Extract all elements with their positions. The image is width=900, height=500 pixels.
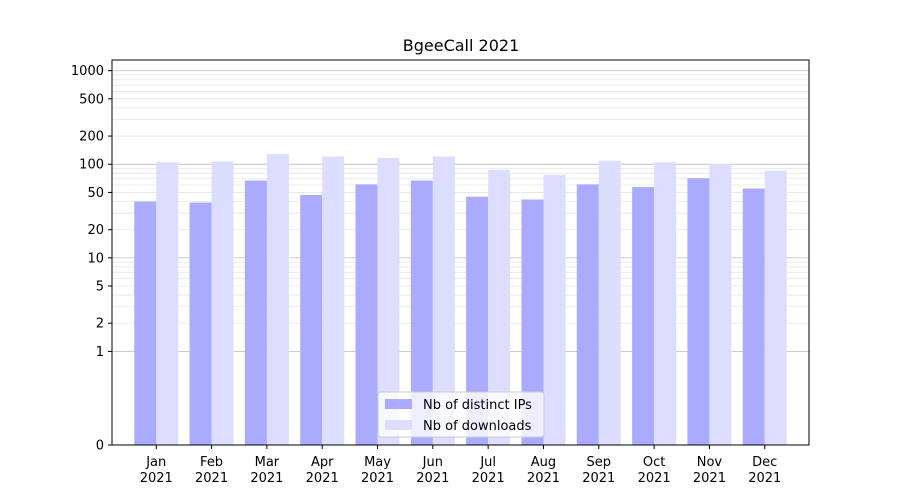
bar-distinct-ips	[521, 199, 544, 445]
x-tick-label: Nov	[697, 455, 723, 470]
bar-downloads	[211, 161, 234, 445]
x-tick-label: Feb	[200, 455, 223, 470]
y-tick-label: 500	[79, 92, 104, 107]
bar-downloads	[764, 170, 787, 446]
x-tick-year-label: 2021	[582, 471, 615, 486]
x-tick-year-label: 2021	[472, 471, 505, 486]
y-tick-label: 5	[96, 280, 104, 295]
x-tick-year-label: 2021	[638, 471, 671, 486]
x-tick-year-label: 2021	[140, 471, 173, 486]
legend-label: Nb of distinct IPs	[423, 398, 532, 413]
x-tick-year-label: 2021	[416, 471, 449, 486]
bar-downloads	[543, 174, 566, 445]
legend-box	[377, 391, 545, 438]
x-tick-label: Jan	[145, 455, 166, 470]
x-tick-label: Apr	[311, 455, 334, 470]
bar-downloads	[322, 156, 345, 446]
x-tick-label: Dec	[752, 455, 777, 470]
legend-swatch	[385, 420, 412, 430]
legend-label: Nb of downloads	[423, 419, 532, 434]
bar-distinct-ips	[244, 180, 267, 446]
x-tick-label: Oct	[643, 455, 665, 470]
bar-distinct-ips	[189, 202, 212, 445]
y-tick-label: 200	[79, 130, 104, 145]
x-tick-label: Jun	[422, 455, 443, 470]
x-tick-year-label: 2021	[527, 471, 560, 486]
x-tick-year-label: 2021	[361, 471, 394, 486]
y-tick-label: 0	[96, 439, 104, 454]
x-tick-year-label: 2021	[250, 471, 283, 486]
bar-distinct-ips	[355, 184, 378, 445]
y-tick-label: 100	[79, 158, 104, 173]
x-tick-year-label: 2021	[195, 471, 228, 486]
bar-distinct-ips	[742, 188, 765, 445]
bar-downloads	[598, 160, 621, 446]
bar-downloads	[709, 163, 732, 445]
bar-downloads	[377, 157, 400, 446]
x-tick-year-label: 2021	[306, 471, 339, 486]
x-axis: Jan2021Feb2021Mar2021Apr2021May2021Jun20…	[140, 445, 781, 486]
y-tick-label: 10	[87, 251, 104, 266]
x-tick-year-label: 2021	[693, 471, 726, 486]
bar-downloads	[654, 162, 677, 446]
y-tick-label: 2	[96, 317, 104, 332]
legend-swatch	[385, 399, 412, 409]
x-tick-label: Sep	[587, 455, 612, 470]
bar-downloads	[266, 154, 289, 446]
bar-downloads	[488, 169, 511, 445]
y-tick-label: 50	[87, 186, 104, 201]
bar-distinct-ips	[576, 184, 599, 445]
bar-distinct-ips	[410, 180, 433, 446]
bar-distinct-ips	[632, 187, 655, 445]
x-tick-label: Mar	[255, 455, 280, 470]
bar-distinct-ips	[300, 194, 323, 445]
y-tick-label: 1	[96, 345, 104, 360]
bar-downloads	[432, 156, 455, 446]
bar-distinct-ips	[134, 201, 157, 445]
bar-downloads	[156, 162, 179, 446]
y-tick-label: 1000	[71, 64, 104, 79]
bar-distinct-ips	[466, 196, 489, 445]
legend: Nb of distinct IPs Nb of downloads	[377, 391, 545, 438]
y-tick-label: 20	[87, 223, 104, 238]
chart-title: BgeeCall 2021	[403, 36, 520, 55]
x-tick-label: Aug	[531, 455, 556, 470]
bars	[134, 154, 787, 446]
plot-frame	[111, 59, 810, 446]
x-tick-label: Jul	[479, 455, 496, 470]
x-tick-year-label: 2021	[748, 471, 781, 486]
y-axis: 0 1 2 5 10 20 50 100 200 500 1000	[71, 64, 112, 454]
x-tick-label: May	[364, 455, 391, 470]
bar-distinct-ips	[687, 178, 710, 445]
